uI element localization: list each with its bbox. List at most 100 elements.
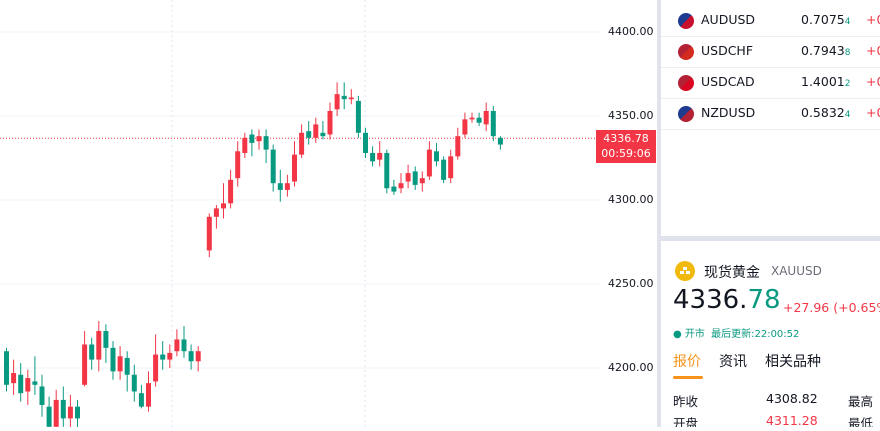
watchlist-price: 1.40012 xyxy=(801,74,850,89)
candle-body xyxy=(11,373,17,384)
watchlist-price-main: 0.7075 xyxy=(801,12,845,27)
prev-close-label: 昨收 xyxy=(673,394,699,409)
candle-body xyxy=(327,110,333,135)
candle-body xyxy=(412,171,418,185)
watchlist-row-usdchf[interactable]: USDCHF 0.79438 +0 xyxy=(661,36,880,68)
candle-body xyxy=(167,352,173,360)
watchlist-change: +0 xyxy=(866,74,880,89)
candle-body xyxy=(313,124,319,138)
candle-body xyxy=(138,393,144,407)
gold-symbol-icon xyxy=(675,261,695,281)
candle-body xyxy=(263,136,269,150)
candle-body xyxy=(341,95,347,100)
candle-body xyxy=(117,356,123,372)
candle-body xyxy=(299,132,305,155)
candle-body xyxy=(256,136,262,142)
tab-news[interactable]: 资讯 xyxy=(719,354,747,370)
watchlist-change: +0 xyxy=(866,43,880,58)
watchlist-price-pip: 4 xyxy=(844,17,851,27)
candle-body xyxy=(124,357,130,375)
candle-body xyxy=(277,183,283,190)
watchlist-price-main: 1.4001 xyxy=(801,74,845,89)
watchlist-row-audusd[interactable]: AUDUSD 0.70754 +0 xyxy=(661,5,880,37)
candle-body xyxy=(228,179,234,204)
candle-body xyxy=(426,149,432,177)
price-axis-label: 4200.00 xyxy=(608,361,654,374)
candle-body xyxy=(206,216,212,251)
candle-body xyxy=(490,110,496,137)
candle-body xyxy=(476,117,482,123)
current-price-label: 4336.78 xyxy=(603,132,649,146)
stats-row: 昨收 4308.82 最高 xyxy=(661,391,880,411)
candle-body xyxy=(188,351,194,362)
watchlist-price-pip: 2 xyxy=(844,79,851,89)
candle-body xyxy=(334,94,340,110)
candle-countdown: 00:59:06 xyxy=(601,147,651,161)
price-axis-label: 4250.00 xyxy=(608,277,654,290)
prev-close-value: 4308.82 xyxy=(766,391,818,406)
market-status: ● 开市 最后更新:22:00:52 xyxy=(673,325,799,340)
watchlist-price: 0.58324 xyxy=(801,105,850,120)
watchlist-change: +0 xyxy=(866,105,880,120)
watchlist-row-nzdusd[interactable]: NZDUSD 0.58324 +0 xyxy=(661,98,880,130)
candle-body xyxy=(46,406,52,427)
candle-body xyxy=(270,149,276,184)
current-price-tag: 4336.78 00:59:06 xyxy=(596,130,656,164)
candle-body xyxy=(160,354,166,360)
us-ca-flag-icon xyxy=(678,75,694,91)
chart-canvas[interactable] xyxy=(0,0,600,431)
price-axis[interactable]: 4400.00 4350.00 4300.00 4250.00 4200.00 xyxy=(600,0,657,427)
candle-body xyxy=(391,186,397,192)
candle-body xyxy=(455,136,461,157)
watchlist-symbol: USDCAD xyxy=(701,74,755,89)
candle-body xyxy=(370,152,376,162)
detail-tabs: 报价 资讯 相关品种 xyxy=(661,349,880,379)
candle-body xyxy=(441,159,447,180)
tab-related[interactable]: 相关品种 xyxy=(765,354,821,370)
candle-body xyxy=(60,399,66,419)
symbol-name: 现货黄金 xyxy=(704,265,760,281)
symbol-detail-panel: 现货黄金 XAUUSD 4336.78 +27.96 (+0.65% ● 开市 … xyxy=(661,241,880,427)
candle-body xyxy=(195,351,201,362)
candle-body xyxy=(18,374,24,394)
candle-body xyxy=(419,178,425,184)
candle-body xyxy=(67,406,73,419)
us-ch-flag-icon xyxy=(678,44,694,60)
watchlist-row-usdcad[interactable]: USDCAD 1.40012 +0 xyxy=(661,67,880,99)
watchlist-price-main: 0.7943 xyxy=(801,43,845,58)
candle-body xyxy=(32,381,38,385)
last-price: 4336.78 xyxy=(673,285,781,315)
watchlist-symbol: USDCHF xyxy=(701,43,754,58)
candle-body xyxy=(110,347,116,372)
low-label: 最低 xyxy=(848,416,874,427)
market-open-label: 开市 xyxy=(684,329,705,340)
last-price-decimals: 78 xyxy=(747,285,781,315)
section-divider xyxy=(661,236,880,241)
candle-body xyxy=(249,134,255,143)
watchlist-symbol: NZDUSD xyxy=(701,105,756,120)
candle-body xyxy=(377,152,383,160)
candle-body xyxy=(153,354,159,382)
candle-body xyxy=(75,406,80,419)
nz-us-flag-icon xyxy=(678,106,694,122)
watchlist-price-pip: 8 xyxy=(844,48,851,58)
candle-body xyxy=(292,154,297,182)
candlestick-chart[interactable] xyxy=(0,0,600,431)
candle-body xyxy=(39,386,45,405)
candle-body xyxy=(53,399,59,427)
open-value: 4311.28 xyxy=(766,413,818,427)
candle-body xyxy=(434,151,439,162)
status-dot-icon: ● xyxy=(673,329,682,340)
candle-body xyxy=(483,110,489,125)
tab-quote[interactable]: 报价 xyxy=(673,354,701,370)
open-label: 开盘 xyxy=(673,416,699,427)
candle-body xyxy=(363,132,368,153)
candle-body xyxy=(384,152,390,189)
last-updated-label: 最后更新:22:00:52 xyxy=(711,329,800,340)
candle-body xyxy=(131,374,137,392)
candle-body xyxy=(146,383,151,407)
candle-body xyxy=(174,339,180,352)
candle-body xyxy=(448,156,454,179)
candle-body xyxy=(4,351,9,385)
panel-divider[interactable] xyxy=(657,0,661,427)
